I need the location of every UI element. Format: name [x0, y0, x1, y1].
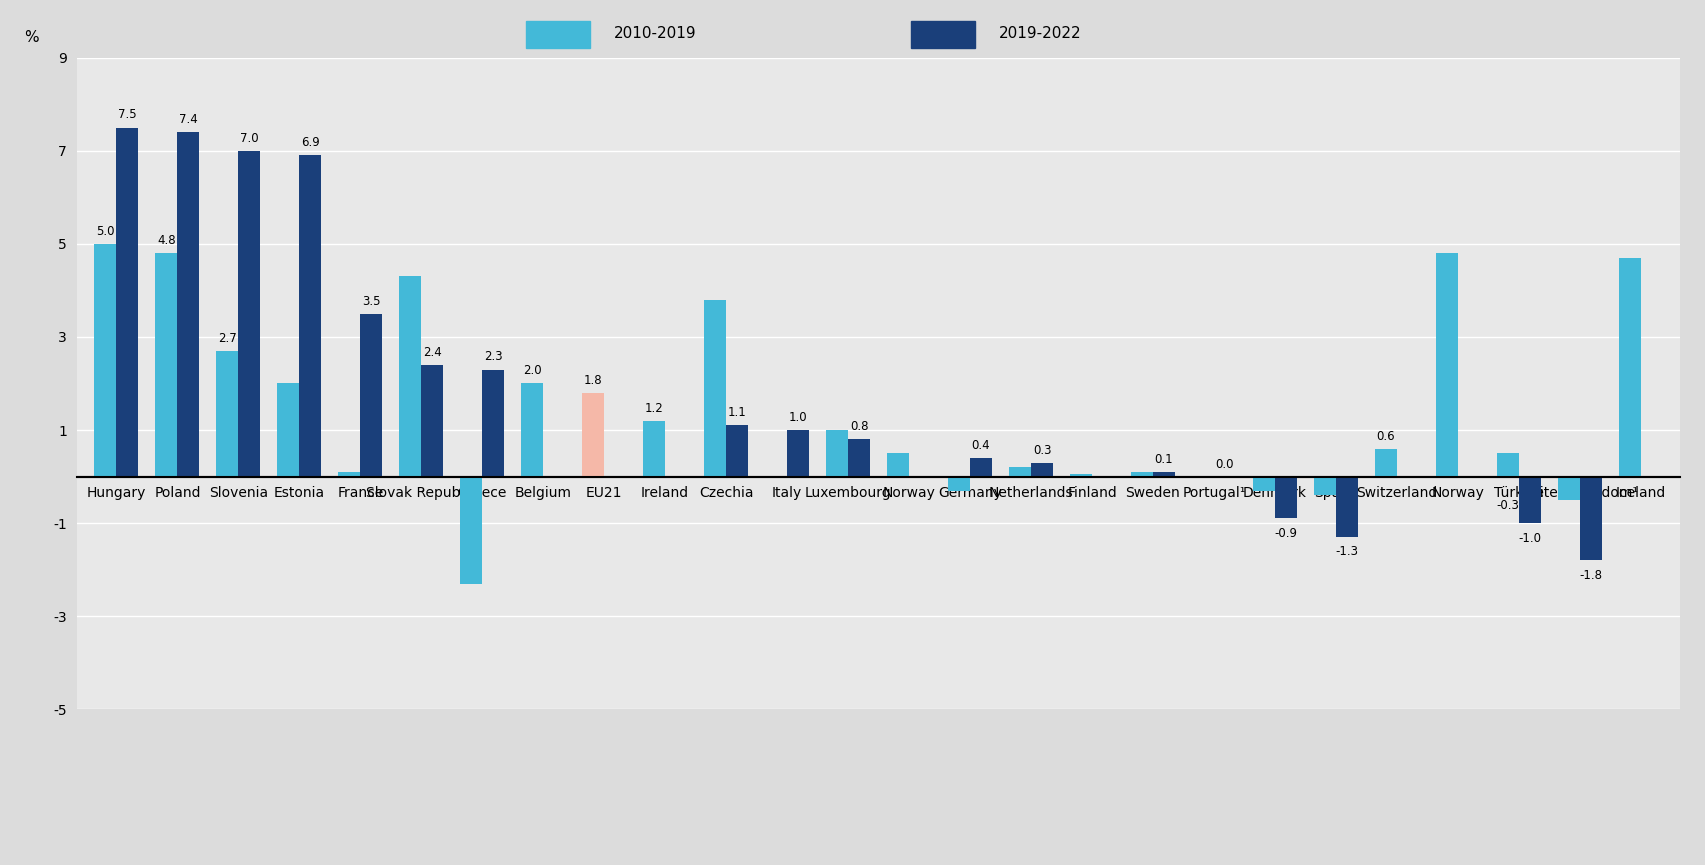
Bar — [1495, 453, 1517, 477]
Text: 3.5: 3.5 — [361, 295, 380, 308]
Text: 5.0: 5.0 — [95, 225, 114, 238]
FancyBboxPatch shape — [910, 21, 974, 48]
Text: 0.1: 0.1 — [1154, 453, 1173, 466]
Text: 1.0: 1.0 — [788, 411, 806, 424]
Bar — [177, 132, 199, 477]
Text: 0.3: 0.3 — [1032, 444, 1050, 457]
Bar — [726, 426, 748, 477]
Bar — [1008, 467, 1030, 477]
Bar — [1274, 477, 1296, 518]
Text: 0.8: 0.8 — [849, 420, 868, 433]
Bar — [278, 383, 298, 477]
Bar — [360, 314, 382, 477]
Bar — [399, 277, 421, 477]
Bar — [1557, 477, 1579, 500]
Text: 2.3: 2.3 — [484, 350, 503, 363]
Y-axis label: %: % — [24, 29, 39, 45]
Text: 2.4: 2.4 — [423, 346, 442, 359]
Text: 0.0: 0.0 — [1216, 458, 1233, 471]
Bar — [1579, 477, 1601, 561]
Text: 7.0: 7.0 — [240, 131, 259, 144]
Text: 0.4: 0.4 — [972, 439, 991, 452]
Text: 2019-2022: 2019-2022 — [999, 26, 1081, 41]
Bar — [1517, 477, 1540, 523]
Bar — [1313, 477, 1335, 495]
Text: 2.0: 2.0 — [523, 364, 540, 377]
Bar — [460, 477, 483, 584]
Text: -0.9: -0.9 — [1274, 527, 1296, 540]
Text: 7.5: 7.5 — [118, 108, 136, 121]
Text: 6.9: 6.9 — [300, 137, 319, 150]
Text: 1.8: 1.8 — [583, 374, 602, 387]
Text: 2010-2019: 2010-2019 — [614, 26, 696, 41]
FancyBboxPatch shape — [525, 21, 590, 48]
Bar — [522, 383, 542, 477]
Bar — [1618, 258, 1640, 477]
Bar — [847, 439, 870, 477]
Bar — [887, 453, 909, 477]
Bar — [94, 244, 116, 477]
Text: -1.0: -1.0 — [1517, 531, 1540, 544]
Bar — [298, 156, 321, 477]
Bar — [1130, 472, 1153, 477]
Bar — [1153, 472, 1175, 477]
Text: 1.2: 1.2 — [644, 401, 663, 414]
Bar — [116, 127, 138, 477]
Bar — [483, 369, 505, 477]
Text: -1.3: -1.3 — [1335, 546, 1357, 559]
Bar — [704, 299, 726, 477]
Bar — [581, 393, 604, 477]
Bar — [1335, 477, 1357, 537]
Text: 2.7: 2.7 — [218, 332, 237, 345]
Bar — [338, 472, 360, 477]
Bar — [421, 365, 443, 477]
Text: 0.6: 0.6 — [1376, 430, 1395, 443]
Bar — [1251, 477, 1274, 490]
Text: 1.1: 1.1 — [728, 407, 747, 420]
Bar — [786, 430, 808, 477]
Text: -0.3: -0.3 — [1495, 499, 1519, 512]
Bar — [1069, 474, 1091, 477]
Bar — [239, 151, 261, 477]
Bar — [643, 420, 665, 477]
Text: 7.4: 7.4 — [179, 113, 198, 126]
Bar — [948, 477, 970, 490]
Bar — [217, 351, 239, 477]
Bar — [155, 253, 177, 477]
Text: -1.8: -1.8 — [1579, 569, 1601, 582]
Text: 4.8: 4.8 — [157, 234, 176, 247]
Bar — [1436, 253, 1458, 477]
Bar — [1030, 463, 1052, 477]
Bar — [1374, 449, 1396, 477]
Bar — [970, 458, 991, 477]
Bar — [825, 430, 847, 477]
